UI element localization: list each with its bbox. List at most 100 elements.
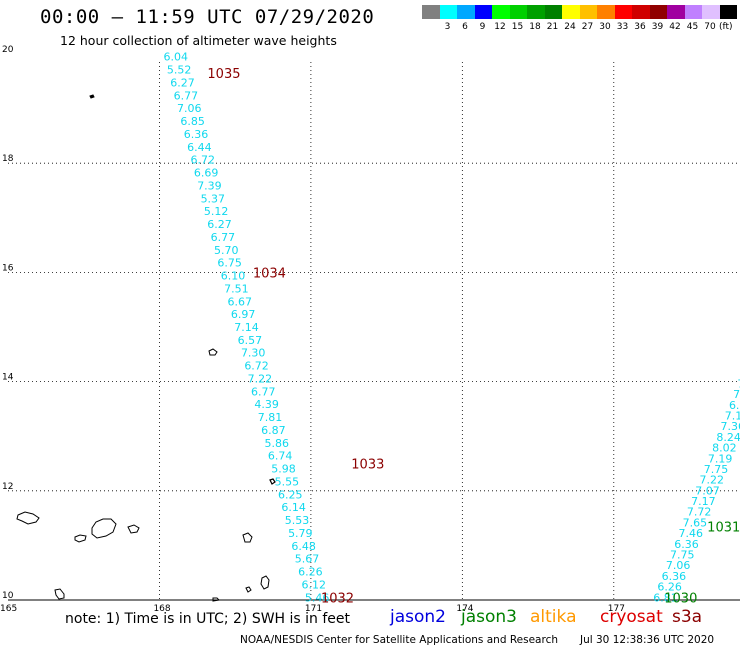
wave-height-value: 6.87 xyxy=(261,424,286,437)
wave-height-value: 6.36 xyxy=(184,128,209,141)
wave-height-value: 6.48 xyxy=(291,540,316,553)
wave-height-value: 7.39 xyxy=(197,179,222,192)
legend-label: 70 xyxy=(704,22,716,32)
legend-swatch xyxy=(544,5,562,19)
legend-swatch xyxy=(702,5,720,19)
legend-swatch xyxy=(579,5,597,19)
legend-label: 12 xyxy=(494,22,506,32)
legend-label: 33 xyxy=(616,22,629,32)
legend-swatch xyxy=(422,5,440,19)
wave-height-value: 5.67 xyxy=(295,553,320,566)
wave-height-value: 5.46 xyxy=(305,591,330,604)
map-subtitle: 12 hour collection of altimeter wave hei… xyxy=(60,33,337,48)
pass-number-label: 1030 xyxy=(664,591,697,606)
map-grid: 20 18 16 14 12 10 165 168 171 174 177 xyxy=(0,45,740,614)
wave-height-value: 6.72 xyxy=(244,360,269,373)
legend-label: 9 xyxy=(479,22,486,32)
legend-swatch xyxy=(527,5,545,19)
pass-number-label: 1032 xyxy=(321,591,354,606)
footer-note: note: 1) Time is in UTC; 2) SWH is in fe… xyxy=(65,611,351,627)
legend-swatch xyxy=(684,5,702,19)
longitude-tick-label: 177 xyxy=(608,604,625,614)
legend-label: 15 xyxy=(511,22,524,32)
satellite-name-cryosat: cryosat xyxy=(600,607,663,627)
legend-label: 36 xyxy=(634,22,646,32)
pass-number-label: 1034 xyxy=(253,266,286,281)
wave-height-value: 6.10 xyxy=(221,270,246,283)
wave-height-value: 6.36 xyxy=(662,570,687,583)
legend-swatch xyxy=(649,5,667,19)
wave-height-value: 6.76 xyxy=(729,399,740,412)
legend-label: 42 xyxy=(669,22,681,32)
wave-height-value: 6.69 xyxy=(194,167,219,180)
wave-height-value: 5.70 xyxy=(214,244,239,257)
wave-height-value: 5.86 xyxy=(265,437,290,450)
wave-height-value: 6.75 xyxy=(217,257,242,270)
latitude-tick-label: 12 xyxy=(2,482,13,492)
legend-swatch xyxy=(439,5,457,19)
wave-height-value: 7.22 xyxy=(248,372,272,385)
wave-height-value: 7.72 xyxy=(687,506,712,519)
altimeter-track-main: 6.045.526.276.777.066.856.366.446.726.69… xyxy=(164,51,330,605)
legend-swatch xyxy=(719,5,737,19)
legend-label: 39 xyxy=(651,22,664,32)
longitude-tick-label: 174 xyxy=(456,604,473,614)
wave-height-value: 7.46 xyxy=(678,527,703,540)
pass-number-labels: 1035 1034 1033 1032 1031 1030 xyxy=(207,67,740,606)
longitude-tick-label: 165 xyxy=(0,604,17,614)
credit-line: NOAA/NESDIS Center for Satellite Applica… xyxy=(240,634,558,646)
island-outline xyxy=(127,524,140,534)
latitude-tick-label: 20 xyxy=(2,45,14,55)
wave-height-value: 5.98 xyxy=(271,463,296,476)
wave-height-value: 7.65 xyxy=(683,516,708,529)
satellite-name-s3a: s3a xyxy=(672,607,703,627)
latitude-tick-label: 14 xyxy=(2,373,14,383)
legend-swatch xyxy=(474,5,492,19)
satellite-name-altika: altika xyxy=(530,607,577,627)
legend-label: 6 xyxy=(462,22,468,32)
wave-height-value: 7.51 xyxy=(224,282,249,295)
wave-height-value: 6.25 xyxy=(278,488,303,501)
pass-number-label: 1035 xyxy=(207,67,240,82)
wave-height-value: 6.77 xyxy=(174,89,199,102)
altimeter-track-right: 6.816.266.367.067.756.367.467.657.727.17… xyxy=(653,377,740,604)
legend-unit-label: (ft) xyxy=(719,22,733,32)
wave-height-value: 5.79 xyxy=(288,527,313,540)
legend-swatch xyxy=(597,5,615,19)
wave-height-value: 7.75 xyxy=(670,549,695,562)
wave-height-value: 8.02 xyxy=(712,442,737,455)
wave-height-value: 7.22 xyxy=(700,474,725,487)
longitude-tick-label: 171 xyxy=(305,604,322,614)
legend-label: 45 xyxy=(686,22,699,32)
map-title: 00:00 – 11:59 UTC 07/29/2020 xyxy=(40,6,375,28)
legend-label: 27 xyxy=(581,22,594,32)
wave-height-value: 6.72 xyxy=(190,154,215,167)
latitude-tick-label: 16 xyxy=(2,263,14,273)
generation-timestamp: Jul 30 12:38:36 UTC 2020 xyxy=(580,634,715,646)
legend-label: 30 xyxy=(599,22,611,32)
wave-height-value: 6.44 xyxy=(187,141,212,154)
wave-height-value: 5.52 xyxy=(167,64,192,77)
legend-label: 3 xyxy=(444,22,451,32)
legend-swatch xyxy=(667,5,685,19)
wave-height-value: 7.06 xyxy=(177,102,202,115)
wave-height-value: 5.55 xyxy=(275,475,300,488)
island-outline xyxy=(269,478,276,485)
legend-swatch xyxy=(509,5,527,19)
island-outline xyxy=(91,518,117,539)
legend-swatch xyxy=(492,5,510,19)
wave-height-value: 6.14 xyxy=(281,501,306,514)
island-outline xyxy=(208,348,218,356)
wave-height-value: 6.81 xyxy=(653,591,678,604)
wave-height-value: 5.37 xyxy=(201,192,226,205)
pass-number-label: 1031 xyxy=(707,520,740,535)
legend-swatch xyxy=(632,5,650,19)
satellite-name-jason3: jason3 xyxy=(461,607,517,627)
wave-height-value: 7.21 xyxy=(733,388,740,401)
wave-height-value: 7.17 xyxy=(691,495,716,508)
island-outline xyxy=(245,586,252,593)
wave-height-value: 6.26 xyxy=(298,566,323,579)
island-outline xyxy=(74,534,87,543)
wave-height-value: 5.53 xyxy=(285,514,310,527)
island-outline xyxy=(260,575,270,590)
